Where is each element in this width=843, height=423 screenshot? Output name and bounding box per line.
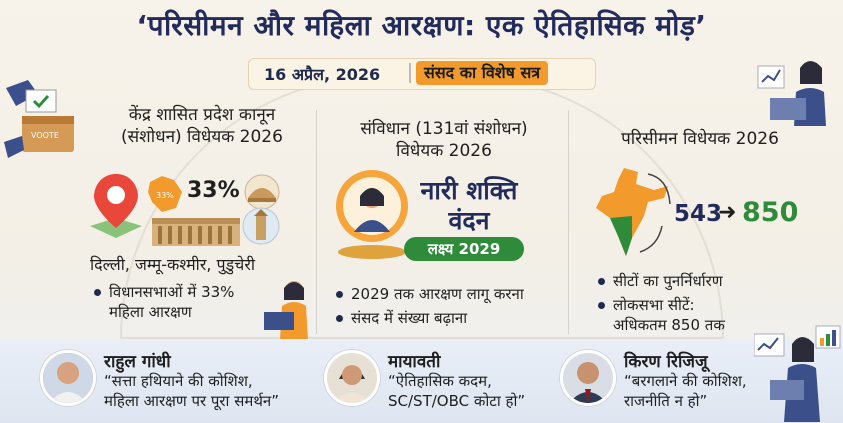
- col3-bullet-1: सीटों का पुनर्निर्धारण: [613, 272, 723, 290]
- target-pill: लक्ष्य 2029: [404, 237, 524, 261]
- badge-line1: नारी शक्ति: [420, 176, 518, 205]
- parliament-building-icon: [152, 218, 240, 246]
- map-pin-icon: [90, 174, 142, 238]
- person-portrait-icon: [43, 353, 93, 403]
- column-divider: [568, 110, 569, 334]
- quote-line: राजनीति न हो”: [624, 392, 708, 410]
- bullet-dot: [336, 315, 343, 322]
- map-badge-text: 33%: [156, 191, 174, 200]
- col1-bullet: विधानसभाओं में 33% महिला आरक्षण: [94, 282, 304, 322]
- col1-bullet-text-2: महिला आरक्षण: [109, 303, 192, 321]
- col3-bullets: सीटों का पुनर्निर्धारण लोकसभा सीटें: अधि…: [598, 271, 828, 335]
- quote-line: SC/ST/OBC कोटा हो”: [388, 392, 526, 410]
- avatar: [40, 350, 96, 406]
- ballot-box-icon: VOOTE: [4, 80, 74, 158]
- quote-line: “ऐतिहासिक कदम,: [388, 372, 492, 390]
- col2-heading: संविधान (131वां संशोधन) विधेयक 2026: [318, 118, 570, 162]
- bullet-dot: [94, 289, 101, 296]
- col1-bullet-text: विधानसभाओं में 33%: [109, 283, 235, 301]
- woman-emblem-icon: [336, 170, 408, 259]
- percent-figure: 33%: [187, 178, 240, 203]
- seats-from: 543: [674, 201, 723, 227]
- arrow-right-icon: ➜: [718, 200, 737, 225]
- bullet-dot: [598, 278, 605, 285]
- state-map-icon: 33%: [148, 176, 182, 212]
- quotes-panel: [0, 339, 843, 423]
- quote-text: “बरगलाने की कोशिश, राजनीति न हो”: [624, 371, 747, 411]
- avatar: [324, 350, 380, 406]
- column-divider: [316, 110, 317, 334]
- session-badge: संसद का विशेष सत्र: [416, 61, 549, 85]
- quote-name: किरण रिजिजू: [624, 352, 708, 372]
- bullet-dot: [336, 291, 343, 298]
- parliament-dome-icon: [244, 174, 280, 210]
- col2-heading-line2: विधेयक 2026: [396, 141, 492, 161]
- col2-bullet-2: संसद में संख्या बढ़ाना: [351, 309, 468, 327]
- person-portrait-icon: [327, 353, 377, 403]
- nari-shakti-badge: नारी शक्ति वंदन: [410, 176, 528, 236]
- woman-laptop-illustration: [757, 61, 826, 126]
- quote-line: महिला आरक्षण पर पूरा समर्थन”: [104, 392, 279, 410]
- places-label: दिल्ली, जम्मू-कश्मीर, पुडुचेरी: [90, 255, 256, 274]
- tower-building-icon: [242, 207, 280, 245]
- page-title: ‘परिसीमन और महिला आरक्षण: एक ऐतिहासिक मो…: [136, 9, 707, 42]
- person-portrait-icon: [563, 353, 613, 403]
- india-map-icon: [596, 168, 671, 256]
- quote-name: राहुल गांधी: [104, 352, 171, 372]
- col1-heading: केंद्र शासित प्रदेश कानून (संशोधन) विधेय…: [82, 104, 322, 148]
- woman-laptop-illustration: [754, 325, 841, 422]
- date-separator: [409, 63, 411, 83]
- quote-line: “बरगलाने की कोशिश,: [624, 372, 747, 390]
- quote-line: “सत्ता हथियाने की कोशिश,: [104, 372, 253, 390]
- woman-laptop-illustration: [264, 281, 308, 340]
- quote-text: “सत्ता हथियाने की कोशिश, महिला आरक्षण पर…: [104, 371, 279, 411]
- col2-bullet-1: 2029 तक आरक्षण लागू करना: [351, 285, 524, 303]
- col3-bullet-2: लोकसभा सीटें:: [613, 296, 695, 314]
- seats-to: 850: [742, 197, 799, 228]
- col3-bullet-2-line2: अधिकतम 850 तक: [613, 316, 725, 334]
- bullet-dot: [598, 302, 605, 309]
- avatar: [560, 350, 616, 406]
- date-label: 16 अप्रैल, 2026: [264, 65, 381, 84]
- col1-heading-line2: (संशोधन) विधेयक 2026: [121, 127, 283, 147]
- badge-line2: वंदन: [448, 206, 490, 235]
- quote-name: मायावती: [388, 352, 441, 372]
- col1-heading-line1: केंद्र शासित प्रदेश कानून: [128, 105, 276, 125]
- col3-heading: परिसीमन विधेयक 2026: [621, 129, 779, 149]
- ballot-label: VOOTE: [31, 131, 59, 140]
- col2-heading-line1: संविधान (131वां संशोधन): [360, 119, 528, 139]
- quote-text: “ऐतिहासिक कदम, SC/ST/OBC कोटा हो”: [388, 371, 525, 411]
- col2-bullets: 2029 तक आरक्षण लागू करना संसद में संख्या…: [336, 284, 568, 328]
